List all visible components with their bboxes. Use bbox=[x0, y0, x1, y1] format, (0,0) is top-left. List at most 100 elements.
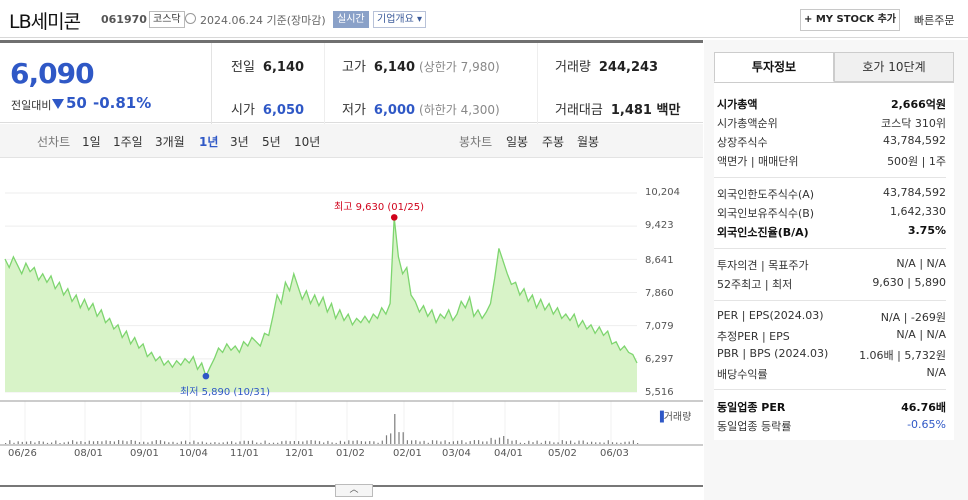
volume-bar bbox=[314, 440, 316, 444]
volume-bar bbox=[30, 441, 32, 444]
volume-bar bbox=[143, 441, 145, 444]
volume-bar bbox=[222, 442, 224, 444]
x-tick: 02/01 bbox=[393, 448, 422, 459]
volume-bar bbox=[17, 441, 19, 444]
volume-bar bbox=[478, 440, 480, 444]
realtime-badge[interactable]: 실시간 bbox=[333, 11, 369, 28]
volume-bar bbox=[549, 441, 551, 444]
volume-bar bbox=[544, 440, 547, 444]
info-row-value: 500원 | 1주 bbox=[887, 155, 946, 168]
volume-bar bbox=[193, 440, 195, 444]
period-3m[interactable]: 3개월 bbox=[155, 135, 185, 149]
volume-bar bbox=[293, 441, 295, 444]
open-price: 시가 6,050 bbox=[231, 103, 305, 118]
chevron-down-icon: ▾ bbox=[417, 14, 423, 25]
info-row-label: 외국인한도주식수(A) bbox=[717, 188, 815, 201]
period-3y[interactable]: 3년 bbox=[230, 135, 249, 149]
chart-collapse-button[interactable]: ︿ bbox=[335, 484, 373, 497]
volume-bar bbox=[185, 440, 187, 444]
volume-bar bbox=[34, 442, 36, 444]
volume-bar bbox=[553, 442, 555, 444]
volume-bar bbox=[427, 442, 429, 444]
volume-bar bbox=[306, 440, 308, 444]
info-row-label: 동일업종 PER bbox=[717, 401, 786, 414]
volume-bar bbox=[118, 440, 120, 444]
volume-bar bbox=[423, 440, 425, 444]
price-chart[interactable]: 10,204 9,423 8,641 7,860 7,079 6,297 5,5… bbox=[0, 158, 703, 500]
volume-bar bbox=[298, 441, 300, 444]
volume-bar bbox=[436, 440, 438, 444]
info-row-label: PBR | BPS (2024.03) bbox=[717, 347, 829, 360]
volume-bar bbox=[67, 441, 69, 444]
volume-bar bbox=[515, 440, 517, 444]
volume-bar bbox=[331, 442, 333, 444]
volume-bar bbox=[51, 442, 53, 444]
volume-bar bbox=[356, 440, 358, 444]
current-price: 6,090 bbox=[10, 57, 95, 90]
volume-bar bbox=[210, 442, 212, 444]
info-row-value: 2,666억원 bbox=[890, 98, 946, 111]
info-row: PER | EPS(2024.03) N/A | -269원 bbox=[714, 307, 946, 326]
period-1d[interactable]: 1일 bbox=[82, 135, 101, 149]
info-row-value: 1,642,330 bbox=[890, 205, 946, 218]
stock-code: 061970 bbox=[101, 13, 147, 26]
high-annotation: 최고 9,630 (01/25) bbox=[334, 202, 425, 213]
y-tick: 6,297 bbox=[645, 354, 674, 365]
volume-bar bbox=[327, 440, 329, 444]
volume-bar bbox=[46, 442, 49, 444]
candle-daily[interactable]: 일봉 bbox=[506, 135, 529, 149]
candle-monthly[interactable]: 월봉 bbox=[577, 135, 600, 149]
volume-bar bbox=[431, 440, 434, 444]
trade-value: 거래대금 1,481 백만 bbox=[555, 103, 681, 118]
x-tick: 12/01 bbox=[285, 448, 314, 459]
info-row-label: 배당수익률 bbox=[717, 368, 768, 381]
volume-bar bbox=[42, 441, 44, 444]
volume-bar bbox=[130, 440, 132, 444]
period-10y[interactable]: 10년 bbox=[294, 135, 321, 149]
volume-bar bbox=[126, 441, 128, 444]
info-row-value: N/A | N/A bbox=[896, 257, 946, 270]
volume-bar bbox=[197, 442, 199, 444]
period-1y[interactable]: 1년 bbox=[199, 135, 219, 149]
info-row-label: 동일업종 등락률 bbox=[717, 420, 792, 433]
period-5y[interactable]: 5년 bbox=[262, 135, 281, 149]
volume-bar bbox=[557, 442, 559, 444]
x-tick: 05/02 bbox=[548, 448, 577, 459]
volume-bar bbox=[603, 442, 605, 444]
volume-bar bbox=[264, 440, 266, 444]
y-tick: 7,079 bbox=[645, 321, 674, 332]
volume-bar bbox=[151, 441, 153, 444]
company-info-dropdown[interactable]: 기업개요 ▾ bbox=[373, 11, 427, 28]
volume-bar bbox=[452, 441, 454, 444]
volume-bar bbox=[611, 442, 614, 444]
info-row-value: -0.65% bbox=[907, 418, 946, 431]
volume-bar bbox=[364, 441, 367, 444]
tab-order-book-10[interactable]: 호가 10단계 bbox=[834, 52, 954, 82]
info-row: 외국인보유주식수(B) 1,642,330 bbox=[714, 203, 946, 222]
divider bbox=[537, 43, 538, 126]
info-row-value: 1.06배 | 5,732원 bbox=[859, 349, 946, 362]
volume-bar bbox=[134, 440, 136, 444]
volume-bar bbox=[595, 442, 597, 444]
volume-bar bbox=[172, 441, 174, 444]
add-my-stock-button[interactable]: + MY STOCK 추가 bbox=[800, 9, 900, 31]
volume-bar bbox=[138, 442, 141, 444]
volume-bar bbox=[591, 441, 593, 444]
info-row-value: 43,784,592 bbox=[883, 134, 946, 147]
info-row: 외국인소진율(B/A) 3.75% bbox=[714, 222, 946, 241]
volume-bar bbox=[260, 442, 262, 444]
volume-bar bbox=[289, 441, 291, 444]
volume-bar bbox=[92, 441, 95, 444]
candle-weekly[interactable]: 주봉 bbox=[542, 135, 565, 149]
period-1w[interactable]: 1주일 bbox=[113, 135, 143, 149]
info-row: 추정PER | EPS N/A | N/A bbox=[714, 326, 946, 345]
volume-bar bbox=[38, 441, 40, 444]
y-tick: 7,860 bbox=[645, 288, 674, 299]
volume-bar bbox=[76, 441, 78, 444]
quick-order-button[interactable]: 빠른주문 bbox=[914, 14, 955, 27]
info-row: 액면가 | 매매단위 500원 | 1주 bbox=[714, 151, 946, 170]
volume-bar bbox=[385, 435, 388, 444]
volume-bar bbox=[72, 440, 74, 444]
y-tick: 10,204 bbox=[645, 187, 680, 198]
tab-investment-info[interactable]: 투자정보 bbox=[714, 52, 834, 82]
